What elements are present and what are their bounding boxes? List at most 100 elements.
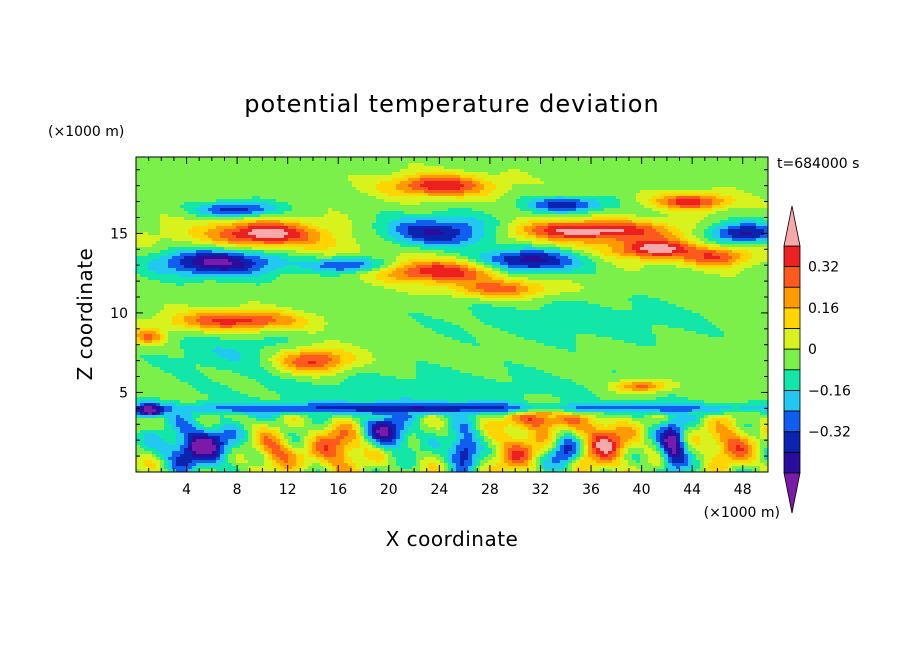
heat-cell [512,178,517,182]
heat-cell [412,199,417,203]
heat-cell [296,169,301,173]
heat-cell [600,184,605,188]
heat-cell [408,199,413,203]
heat-cell [272,214,277,218]
heat-cell [596,181,601,185]
heat-cell [184,163,189,167]
heat-cell [312,187,317,191]
heat-cell [304,160,309,164]
heat-cell [588,169,593,173]
heat-cell [448,175,453,179]
heat-cell [312,238,317,242]
heat-cell [160,166,165,170]
heat-cell [136,163,141,167]
heat-cell [260,172,265,176]
heat-cell [628,214,633,218]
heat-cell [740,214,745,218]
heat-cell [144,205,149,209]
heat-cell [196,223,201,227]
heat-cell [228,205,233,209]
heat-cell [292,247,297,251]
heat-cell [260,211,265,215]
heat-cell [640,169,645,173]
heat-cell [764,214,768,218]
heat-cell [460,202,465,206]
heat-cell [736,211,741,215]
heat-cell [576,232,581,236]
heat-cell [668,232,673,236]
heat-cell [308,229,313,233]
heat-cell [396,220,401,224]
heat-cell [392,166,397,170]
heat-cell [660,241,665,245]
heat-cell [620,196,625,200]
heat-cell [440,232,445,236]
heat-cell [544,205,549,209]
heat-cell [484,163,489,167]
heat-cell [136,193,141,197]
heat-cell [500,190,505,194]
heat-cell [536,184,541,188]
heat-cell [176,229,181,233]
heat-cell [732,181,737,185]
heat-cell [224,208,229,212]
heat-cell [616,244,621,248]
heat-cell [364,217,369,221]
heat-cell [628,238,633,242]
heat-cell [656,226,661,230]
heat-cell [196,163,201,167]
heat-cell [704,223,709,227]
heat-cell [708,217,713,221]
heat-cell [136,244,141,248]
heat-cell [612,232,617,236]
heat-cell [520,166,525,170]
heat-cell [584,208,589,212]
heat-cell [160,172,165,176]
heat-cell [352,226,357,230]
heat-cell [364,241,369,245]
heat-cell [436,226,441,230]
heat-cell [348,235,353,239]
heat-cell [504,163,509,167]
heat-cell [716,217,721,221]
heat-cell [704,229,709,233]
heat-cell [528,172,533,176]
heat-cell [280,223,285,227]
heat-cell [572,220,577,224]
heat-cell [644,184,649,188]
heat-cell [376,193,381,197]
heat-cell [220,238,225,242]
heat-cell [480,196,485,200]
heat-cell [516,244,521,248]
heat-cell [636,205,641,209]
heat-cell [688,166,693,170]
heat-cell [320,178,325,182]
heat-cell [240,232,245,236]
heat-cell [372,187,377,191]
heat-cell [512,175,517,179]
heat-cell [576,244,581,248]
heat-cell [600,169,605,173]
heat-cell [704,244,709,248]
heat-cell [552,202,557,206]
heat-cell [492,214,497,218]
heat-cell [588,208,593,212]
heat-cell [260,187,265,191]
heat-cell [184,187,189,191]
heat-cell [512,205,517,209]
heat-cell [168,241,173,245]
heat-cell [476,232,481,236]
heat-cell [364,214,369,218]
heat-cell [400,229,405,233]
heat-cell [256,229,261,233]
heat-cell [368,175,373,179]
heat-cell [288,169,293,173]
heat-cell [280,202,285,206]
heat-cell [352,238,357,242]
heat-cell [576,160,581,164]
heat-cell [400,217,405,221]
heat-cell [508,196,513,200]
heat-cell [668,226,673,230]
heat-cell [572,196,577,200]
heat-cell [436,247,441,251]
